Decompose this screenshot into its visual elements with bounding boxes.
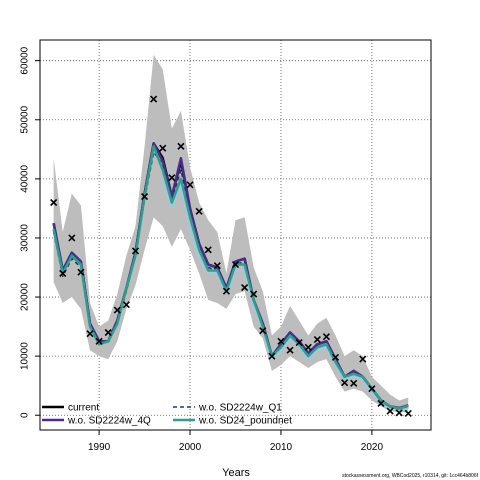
y-tick-label-4: 40000 bbox=[20, 165, 31, 193]
observation-point-7 bbox=[113, 306, 121, 314]
uncertainty-band bbox=[53, 54, 409, 413]
observation-point-16 bbox=[195, 207, 203, 215]
observation-point-22 bbox=[250, 290, 258, 298]
observation-point-9 bbox=[131, 247, 140, 255]
y-tick-label-1: 10000 bbox=[20, 342, 31, 370]
observation-point-24 bbox=[268, 352, 276, 360]
observation-point-6 bbox=[104, 328, 112, 337]
observation-point-37 bbox=[386, 407, 394, 415]
observation-point-26 bbox=[286, 346, 294, 354]
x-tick-label-0: 1990 bbox=[88, 442, 111, 453]
y-tick-label-0: 0 bbox=[20, 412, 31, 418]
observation-point-13 bbox=[168, 174, 176, 182]
observation-point-21 bbox=[241, 284, 249, 292]
observation-point-39 bbox=[404, 409, 412, 418]
x-tick-label-2: 2010 bbox=[270, 442, 293, 453]
observation-point-31 bbox=[331, 353, 340, 361]
observation-point-2 bbox=[68, 234, 76, 242]
observation-point-0 bbox=[50, 198, 58, 207]
observation-point-14 bbox=[177, 142, 185, 150]
observation-point-1 bbox=[59, 269, 67, 277]
observation-point-34 bbox=[359, 355, 367, 363]
confidence-band bbox=[53, 54, 409, 413]
plot-frame bbox=[39, 39, 432, 431]
observation-point-17 bbox=[204, 246, 212, 254]
y-tick-label-2: 20000 bbox=[20, 283, 31, 311]
y-tick-label-6: 60000 bbox=[20, 46, 31, 74]
observation-points bbox=[50, 95, 412, 418]
observation-point-30 bbox=[322, 333, 330, 341]
legend-label-3: w.o. SD24_poundnet bbox=[198, 416, 292, 427]
series-lines bbox=[52, 142, 409, 411]
observation-point-35 bbox=[368, 385, 376, 393]
x-tick-label-1: 2000 bbox=[179, 442, 202, 453]
observation-point-20 bbox=[231, 260, 240, 269]
legend-label-0: current bbox=[68, 403, 99, 414]
observation-point-28 bbox=[304, 343, 312, 351]
observation-point-12 bbox=[159, 144, 167, 152]
observation-point-25 bbox=[277, 337, 285, 345]
y-tick-label-3: 30000 bbox=[20, 224, 31, 252]
credit-note: stockassessment.org, WBCod2025, r10314, … bbox=[342, 473, 479, 479]
legend-label-2: w.o. SD2224w_Q1 bbox=[198, 403, 282, 414]
series-line-3 bbox=[52, 145, 409, 410]
series-line-4 bbox=[161, 178, 409, 411]
observation-point-33 bbox=[350, 379, 358, 387]
observation-point-36 bbox=[377, 399, 385, 407]
observation-point-11 bbox=[150, 95, 158, 103]
observation-point-5 bbox=[95, 337, 103, 345]
legend: current w.o. SD2224w_4Q w.o. SD2224w_Q1 w.o… bbox=[42, 403, 292, 427]
observation-point-27 bbox=[295, 338, 303, 347]
axes: 1990 2000 2010 2020 0 10000 20000 30000 40000 500… bbox=[20, 39, 432, 453]
legend-label-1: w.o. SD2224w_4Q bbox=[67, 416, 151, 427]
observation-point-32 bbox=[341, 379, 349, 387]
observation-point-10 bbox=[141, 193, 149, 201]
observation-point-38 bbox=[395, 409, 403, 417]
x-axis-title: Years bbox=[222, 467, 250, 479]
observation-point-3 bbox=[77, 268, 85, 276]
observation-point-19 bbox=[222, 287, 230, 295]
y-tick-label-5: 50000 bbox=[20, 105, 31, 133]
x-tick-label-3: 2020 bbox=[361, 442, 384, 453]
grid bbox=[40, 40, 431, 430]
observation-point-23 bbox=[259, 327, 267, 335]
observation-point-18 bbox=[213, 262, 221, 270]
observation-point-8 bbox=[122, 301, 130, 309]
observation-point-4 bbox=[86, 330, 94, 338]
observation-point-29 bbox=[313, 336, 321, 344]
observation-point-15 bbox=[186, 181, 194, 189]
